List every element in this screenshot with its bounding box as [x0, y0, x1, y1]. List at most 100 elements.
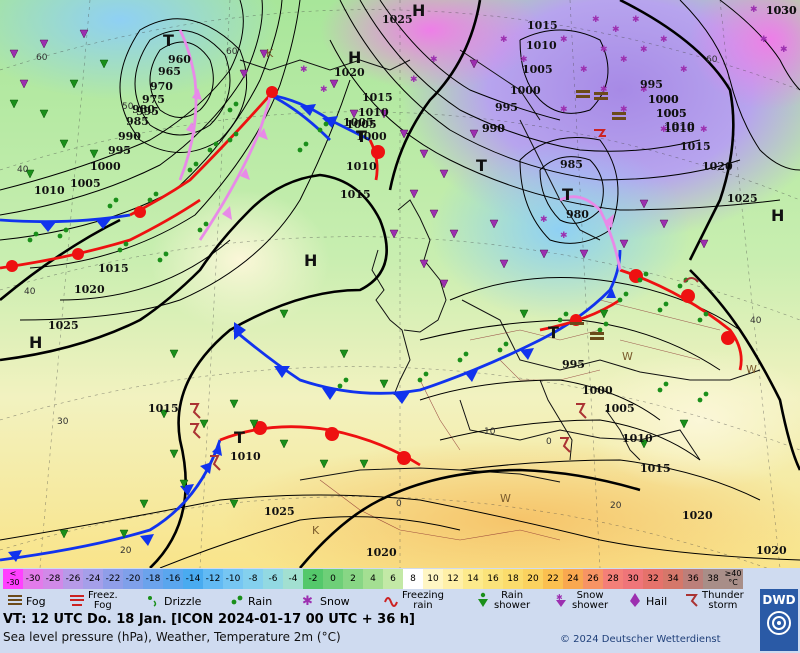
legend-item-snow: ✱ Snow — [301, 589, 350, 613]
scale-cell: -20 — [123, 569, 143, 589]
pressure-label: 985 — [560, 158, 583, 171]
cold-center: K — [312, 524, 320, 537]
legend-item-fog: Fog — [7, 589, 46, 613]
pressure-label: 1000 — [356, 130, 387, 143]
pressure-label: 1015 — [98, 262, 129, 275]
fog-icon — [7, 592, 26, 611]
temperature-label: 40 — [750, 316, 762, 326]
pressure-label: 1010 — [664, 120, 695, 133]
pressure-label: 980 — [566, 208, 589, 221]
pressure-label: 1015 — [148, 402, 179, 415]
pressure-label: 975 — [142, 93, 165, 106]
scale-cell: -6 — [263, 569, 283, 589]
scale-cell: 26 — [583, 569, 603, 589]
pressure-label: 1010 — [230, 450, 261, 463]
scale-cell: 0 — [323, 569, 343, 589]
warm-center: W — [622, 350, 633, 363]
scale-cell: 2 — [343, 569, 363, 589]
svg-text:✱: ✱ — [430, 55, 438, 65]
snow-icon: ✱ — [301, 592, 320, 611]
legend-label: Hail — [646, 594, 668, 608]
svg-text:✱: ✱ — [660, 125, 668, 135]
pressure-label: 1015 — [527, 19, 558, 32]
pressure-label: 1025 — [727, 192, 758, 205]
weather-symbol-legend: Fog Freez. Fog Drizzle Rain ✱ Snow Freezing ra… — [3, 589, 760, 613]
low-center: T — [548, 323, 559, 342]
scale-cell: -14 — [183, 569, 203, 589]
pressure-label: 990 — [482, 122, 505, 135]
scale-cell: -24 — [83, 569, 103, 589]
pressure-label: 1025 — [382, 13, 413, 26]
scale-cell: 10 — [423, 569, 443, 589]
scale-cell: -30 — [23, 569, 43, 589]
pressure-label: 1005 — [522, 63, 553, 76]
pressure-label: 1005 — [343, 116, 374, 129]
pressure-label: 980 — [132, 103, 155, 116]
scale-cell: 18 — [503, 569, 523, 589]
copyright: © 2024 Deutscher Wetterdienst — [560, 634, 721, 645]
scale-cell: -8 — [243, 569, 263, 589]
drizzle-icon — [145, 592, 164, 611]
svg-text:✱: ✱ — [300, 65, 308, 75]
surface-pressure-map: ✱ ✱ ✱ ✱ ✱ ✱ ✱ ✱ ✱ ✱ ✱ ✱ ✱ ✱ ✱ ✱ ✱ ✱ ✱ ✱ ✱ ✱ ✱ ✱ ✱ ✱ ✱ — [0, 0, 800, 568]
map-subtitle: Sea level pressure (hPa), Weather, Tempe… — [3, 630, 341, 644]
pressure-label: 1005 — [70, 177, 101, 190]
scale-cell: 6 — [383, 569, 403, 589]
scale-cell: 12 — [443, 569, 463, 589]
pressure-label: 1010 — [34, 184, 65, 197]
legend-label: Drizzle — [164, 594, 202, 608]
svg-text:✱: ✱ — [302, 594, 313, 608]
scale-cell: 4 — [363, 569, 383, 589]
svg-text:✱: ✱ — [600, 45, 608, 55]
temperature-label: 0 — [396, 499, 402, 509]
high-center: H — [304, 251, 317, 270]
legend-item-thunderstorm: Thunder storm — [683, 589, 744, 613]
scale-cell: -28 — [43, 569, 63, 589]
temperature-label: 30 — [57, 417, 69, 427]
scale-cell: -18 — [143, 569, 163, 589]
pressure-label: 965 — [158, 65, 181, 78]
svg-text:✱: ✱ — [520, 55, 528, 65]
pressure-label: 1020 — [366, 546, 397, 559]
temperature-label: 20 — [610, 501, 622, 511]
temperature-label: 20 — [120, 546, 132, 556]
scale-cell: 34 — [663, 569, 683, 589]
warm-center: W — [500, 492, 511, 505]
pressure-label: 1015 — [640, 462, 671, 475]
temperature-label: 50 — [122, 102, 134, 112]
svg-text:✱: ✱ — [620, 105, 628, 115]
low-center: T — [562, 185, 573, 204]
svg-text:✱: ✱ — [410, 75, 418, 85]
pressure-label: 970 — [150, 80, 173, 93]
pressure-label: 995 — [640, 78, 663, 91]
temperature-label: 40 — [17, 165, 29, 175]
legend-item-hail: Hail — [627, 589, 667, 613]
svg-text:✱: ✱ — [632, 15, 640, 25]
scale-cell: 22 — [543, 569, 563, 589]
temperature-label: 60 — [226, 47, 238, 57]
dwd-swirl-icon — [767, 611, 791, 635]
pressure-label: 1000 — [648, 93, 679, 106]
pressure-label: 1000 — [510, 84, 541, 97]
svg-text:✱: ✱ — [640, 85, 648, 95]
scale-cell: 32 — [643, 569, 663, 589]
pressure-label: 1020 — [756, 544, 787, 557]
legend-item-rain: Rain — [229, 589, 272, 613]
scale-cell: 8 — [403, 569, 423, 589]
pressure-label: 995 — [495, 101, 518, 114]
svg-text:✱: ✱ — [592, 15, 600, 25]
pressure-label: 1010 — [358, 106, 389, 119]
svg-text:✱: ✱ — [780, 45, 788, 55]
pressure-label: 1015 — [362, 91, 393, 104]
temperature-label: 60 — [706, 55, 718, 65]
pressure-label: 1030 — [766, 4, 797, 17]
legend-label: Snow shower — [572, 590, 609, 611]
svg-text:✱: ✱ — [320, 85, 328, 95]
high-center: H — [348, 48, 361, 67]
pressure-label: 1010 — [526, 39, 557, 52]
scale-cell: -10 — [223, 569, 243, 589]
pressure-label: 1005 — [346, 118, 377, 131]
high-center: H — [29, 333, 42, 352]
legend-label: Freezing rain — [402, 590, 444, 611]
freezing-rain-icon — [383, 592, 402, 611]
